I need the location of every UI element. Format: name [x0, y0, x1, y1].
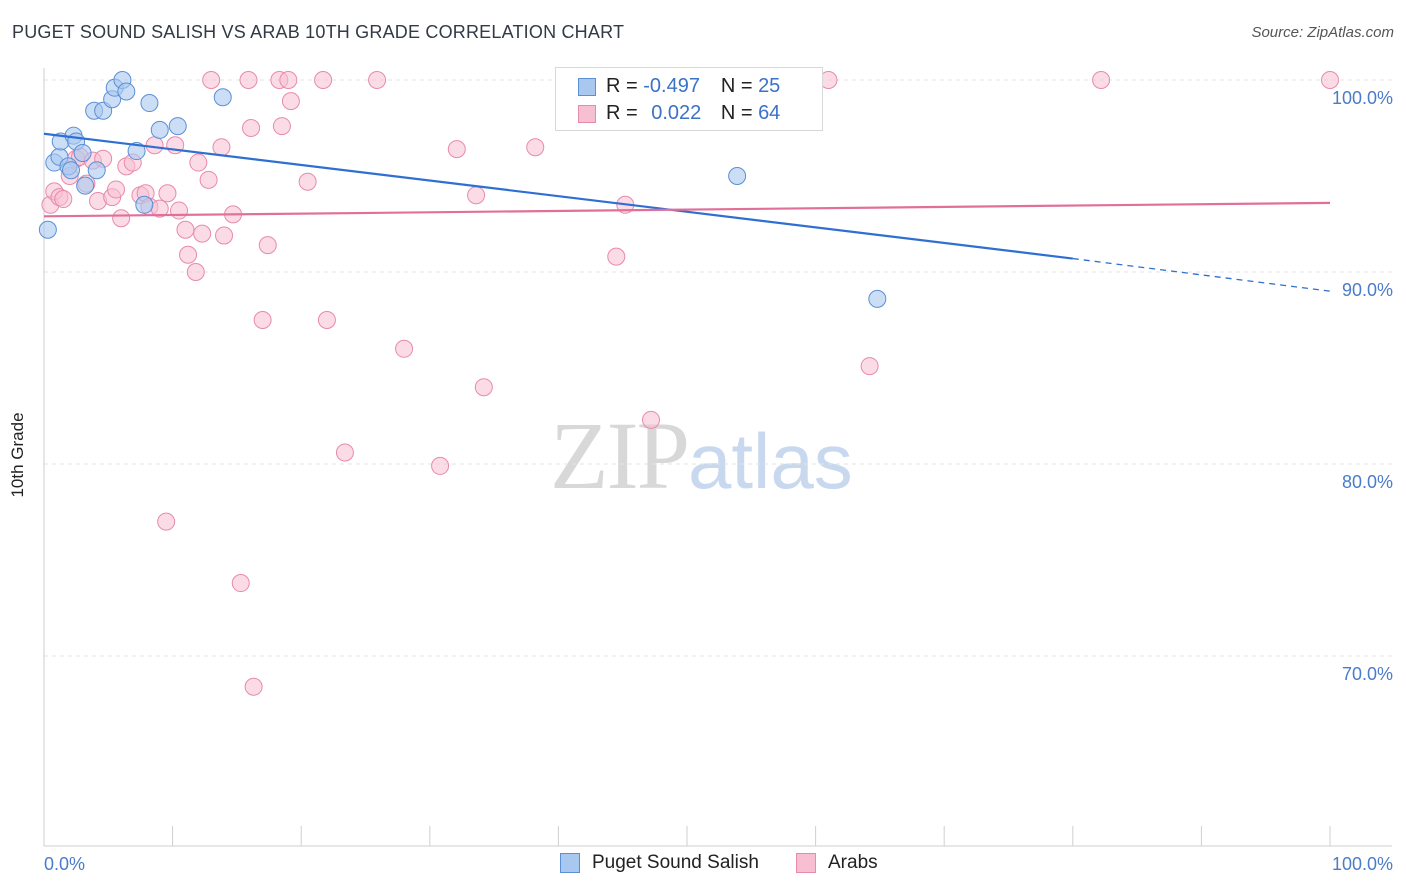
point-arabs	[193, 224, 212, 243]
trend-lines	[43, 132, 1331, 292]
point-arabs	[368, 71, 387, 89]
point-arabs	[176, 220, 195, 239]
y-tick-label: 70.0%	[1342, 664, 1393, 684]
point-arabs	[526, 138, 545, 157]
y-tick-label: 100.0%	[1332, 88, 1393, 108]
point-arabs	[170, 201, 189, 220]
point-arabs	[335, 443, 354, 462]
trend-line-puget-extension	[1072, 257, 1331, 292]
point-arabs	[199, 170, 218, 189]
legend-label-puget: Puget Sound Salish	[592, 852, 759, 873]
stats-legend: R = -0.497 N = 25 R = 0.022 N = 64	[555, 67, 823, 131]
point-arabs	[314, 71, 333, 89]
point-arabs	[158, 184, 177, 203]
point-arabs	[317, 311, 336, 329]
legend-r-value: 0.022	[651, 102, 702, 124]
point-puget-sound-salish	[868, 289, 887, 308]
legend-swatch-pink	[796, 852, 816, 873]
point-arabs	[179, 245, 198, 264]
point-puget-sound-salish	[87, 161, 106, 180]
point-arabs	[607, 247, 626, 266]
point-arabs	[474, 378, 493, 397]
trend-line-arabs	[43, 201, 1331, 218]
legend-n-value: 64	[758, 102, 781, 124]
tick-labels: 100.0% 90.0% 80.0% 70.0% 0.0% 100.0%	[44, 88, 1393, 874]
legend-arabs: Arabs	[796, 852, 878, 874]
point-arabs	[431, 456, 450, 475]
legend-swatch-blue	[578, 77, 596, 96]
point-puget-sound-salish	[76, 176, 95, 195]
point-arabs	[641, 410, 660, 429]
point-arabs	[1321, 71, 1339, 89]
point-arabs	[467, 186, 486, 205]
point-puget-sound-salish	[117, 82, 136, 101]
point-puget-sound-salish	[62, 161, 81, 180]
legend-n-label: N =	[720, 75, 753, 97]
x-tick-label: 0.0%	[44, 854, 85, 874]
chart-title: PUGET SOUND SALISH VS ARAB 10TH GRADE CO…	[12, 22, 625, 42]
point-puget-sound-salish	[73, 143, 92, 162]
point-arabs	[242, 119, 261, 137]
watermark-zip: ZIP	[550, 402, 690, 509]
x-tick-label: 100.0%	[1332, 854, 1393, 874]
watermark: ZIPatlas	[550, 400, 853, 511]
point-arabs	[253, 311, 272, 329]
point-arabs	[298, 172, 317, 191]
point-arabs	[202, 71, 221, 89]
point-arabs	[189, 153, 208, 172]
point-puget-sound-salish	[150, 120, 169, 139]
point-puget-sound-salish	[135, 195, 154, 214]
point-puget-sound-salish	[140, 94, 159, 113]
legend-row-arabs: R = 0.022 N = 64	[578, 101, 780, 125]
watermark-atlas: atlas	[688, 417, 853, 505]
point-arabs	[281, 92, 300, 111]
point-arabs	[145, 136, 164, 155]
legend-n-label: N =	[720, 102, 753, 124]
point-puget-sound-salish	[38, 220, 57, 239]
point-puget-sound-salish	[168, 117, 187, 136]
point-arabs	[244, 677, 263, 696]
y-tick-label: 80.0%	[1342, 472, 1393, 492]
grid	[44, 79, 1392, 657]
legend-r-value: -0.497	[643, 75, 700, 97]
legend-row-puget: R = -0.497 N = 25	[578, 74, 780, 98]
y-tick-label: 90.0%	[1342, 280, 1393, 300]
point-arabs	[107, 180, 126, 199]
point-arabs	[54, 190, 73, 209]
point-puget-sound-salish	[127, 142, 146, 161]
point-arabs	[279, 71, 298, 89]
legend-swatch-blue	[560, 852, 580, 873]
trend-line-puget-sound-salish	[43, 132, 1073, 260]
point-arabs	[239, 71, 258, 89]
point-arabs	[215, 226, 234, 245]
source-label: Source: ZipAtlas.com	[1251, 24, 1394, 41]
point-arabs	[860, 357, 879, 376]
point-arabs	[258, 236, 277, 255]
point-arabs	[186, 263, 205, 281]
legend-r-label: R =	[606, 102, 638, 124]
point-arabs	[447, 140, 466, 159]
point-arabs	[212, 138, 231, 157]
point-arabs	[231, 574, 250, 593]
point-arabs	[112, 209, 131, 228]
point-puget-sound-salish	[213, 88, 232, 107]
legend-label-arabs: Arabs	[828, 852, 878, 873]
point-puget-sound-salish	[728, 167, 747, 185]
series-puget-sound-salish	[38, 71, 887, 308]
legend-puget-sound-salish: Puget Sound Salish	[560, 852, 759, 874]
point-arabs	[395, 339, 414, 358]
point-arabs	[272, 117, 291, 136]
series-arabs	[41, 71, 1339, 696]
point-arabs	[1092, 71, 1111, 89]
legend-r-label: R =	[606, 75, 638, 97]
axes	[43, 68, 1392, 847]
point-arabs	[157, 512, 176, 531]
legend-n-value: 25	[758, 75, 781, 97]
legend-swatch-pink	[578, 104, 596, 123]
